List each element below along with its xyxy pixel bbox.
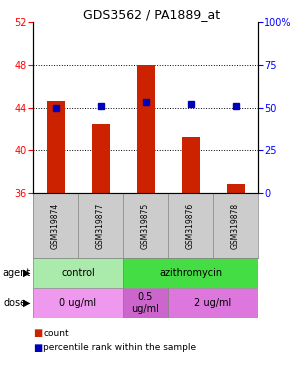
Bar	[168, 288, 258, 318]
Text: control: control	[61, 268, 95, 278]
Text: ▶: ▶	[23, 298, 31, 308]
Text: ■: ■	[33, 328, 42, 338]
Bar	[33, 258, 123, 288]
Text: dose: dose	[4, 298, 27, 308]
Text: azithromycin: azithromycin	[159, 268, 222, 278]
Text: GSM319878: GSM319878	[231, 202, 240, 248]
Text: GSM319874: GSM319874	[51, 202, 60, 248]
Bar	[46, 101, 65, 193]
Bar	[136, 65, 155, 193]
Bar	[123, 288, 168, 318]
Bar	[123, 258, 258, 288]
Text: GSM319877: GSM319877	[96, 202, 105, 248]
Text: count: count	[43, 328, 68, 338]
Bar	[92, 124, 109, 193]
Bar	[33, 288, 123, 318]
Text: 0.5
ug/ml: 0.5 ug/ml	[132, 292, 159, 314]
Text: agent: agent	[2, 268, 30, 278]
Text: ▶: ▶	[23, 268, 31, 278]
Text: ■: ■	[33, 343, 42, 353]
Text: GSM319875: GSM319875	[141, 202, 150, 248]
Text: 0 ug/ml: 0 ug/ml	[59, 298, 97, 308]
Bar	[181, 137, 199, 193]
Text: percentile rank within the sample: percentile rank within the sample	[43, 344, 196, 353]
Text: 2 ug/ml: 2 ug/ml	[195, 298, 231, 308]
Text: GSM319876: GSM319876	[186, 202, 195, 248]
Text: GDS3562 / PA1889_at: GDS3562 / PA1889_at	[83, 8, 220, 21]
Bar	[227, 184, 245, 193]
